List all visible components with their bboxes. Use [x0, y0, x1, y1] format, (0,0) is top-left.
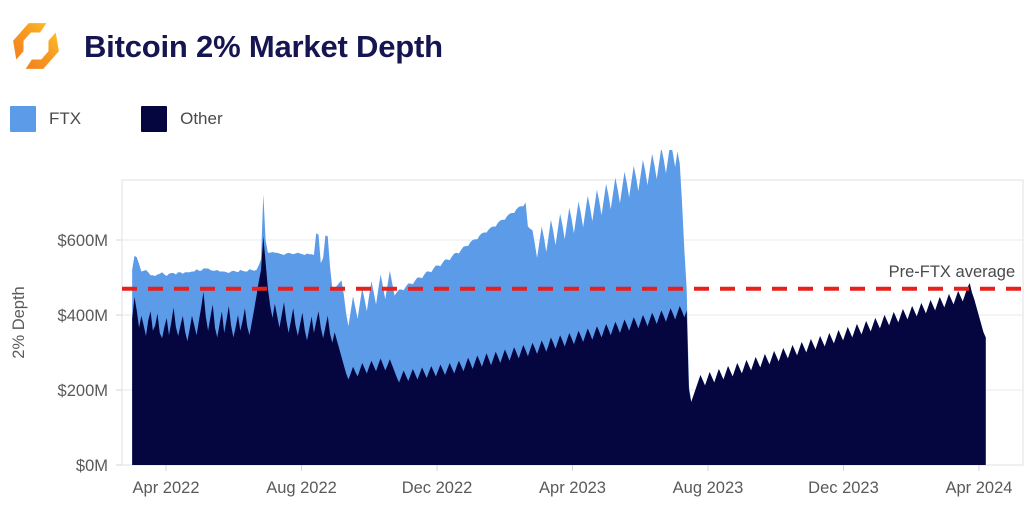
- legend-item-other[interactable]: Other: [141, 106, 223, 132]
- svg-text:2% Depth: 2% Depth: [10, 286, 28, 358]
- page-title: Bitcoin 2% Market Depth: [84, 28, 443, 64]
- legend-label-ftx: FTX: [49, 109, 82, 128]
- svg-text:Apr 2022: Apr 2022: [133, 479, 200, 497]
- chart-annotations: Pre-FTX average: [889, 263, 1016, 281]
- chart-container: $0M $200M $400M $600M Apr 2022 Aug 2022 Dec 2…: [0, 150, 1032, 521]
- legend-label-other: Other: [180, 109, 223, 128]
- market-depth-area-chart[interactable]: $0M $200M $400M $600M Apr 2022 Aug 2022 Dec 2…: [0, 150, 1032, 521]
- svg-text:Dec 2022: Dec 2022: [402, 479, 473, 497]
- svg-text:$400M: $400M: [58, 307, 108, 325]
- y-axis-tick-labels: $0M $200M $400M $600M: [58, 232, 122, 475]
- svg-text:Dec 2023: Dec 2023: [808, 479, 879, 497]
- svg-text:$200M: $200M: [58, 382, 108, 400]
- svg-text:Aug 2022: Aug 2022: [266, 479, 337, 497]
- svg-text:Aug 2023: Aug 2023: [673, 479, 744, 497]
- x-axis-tick-labels: Apr 2022 Aug 2022 Dec 2022 Apr 2023 Aug 2023…: [133, 465, 1012, 497]
- series-area-other: [132, 236, 986, 465]
- svg-text:$0M: $0M: [76, 457, 108, 475]
- svg-text:Pre-FTX average: Pre-FTX average: [889, 263, 1016, 281]
- chart-legend: FTX Other: [10, 104, 223, 134]
- page-header: Bitcoin 2% Market Depth: [0, 0, 1032, 92]
- legend-swatch-other: [141, 106, 168, 132]
- y-axis-title: 2% Depth: [10, 286, 28, 358]
- chart-series-areas: [132, 150, 986, 465]
- kaiko-logo: [13, 23, 59, 69]
- legend-swatch-ftx: [10, 106, 36, 132]
- legend-item-ftx[interactable]: FTX: [10, 106, 81, 132]
- svg-text:$600M: $600M: [58, 232, 108, 250]
- svg-text:Apr 2023: Apr 2023: [539, 479, 606, 497]
- svg-text:Apr 2024: Apr 2024: [945, 479, 1012, 497]
